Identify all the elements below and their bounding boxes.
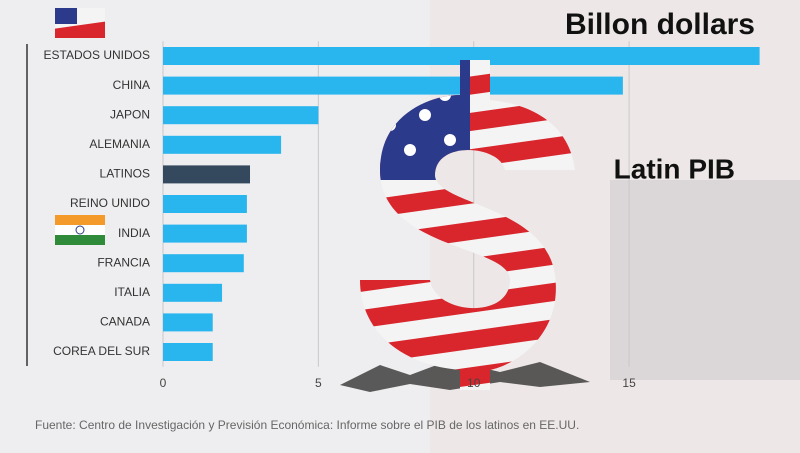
bar [163, 224, 247, 243]
source-note: Fuente: Centro de Investigación y Previs… [35, 418, 579, 432]
bar [163, 343, 213, 361]
bar [163, 283, 223, 302]
bar [163, 47, 760, 65]
y-tick-label: COREA DEL SUR [53, 344, 150, 358]
photo-figure [610, 180, 800, 380]
x-tick-label: 5 [315, 376, 322, 390]
bar [163, 106, 319, 125]
india-flag [55, 215, 105, 245]
chart-title: Billon dollars [565, 8, 755, 41]
x-tick-label: 15 [622, 376, 636, 390]
bar [163, 254, 244, 273]
bars [163, 47, 760, 361]
tick-labels: 0 5 10 15 ESTADOS UNIDOS CHINA JAPON ALEMANIA LA… [44, 48, 637, 390]
bar [163, 313, 213, 332]
y-tick-label: INDIA [118, 226, 150, 240]
us-flag [55, 8, 105, 38]
chart-subtitle: Latin PIB [614, 153, 735, 184]
bar [163, 76, 623, 95]
bar [163, 165, 251, 184]
y-tick-label: CHINA [113, 78, 150, 92]
y-tick-label: LATINOS [100, 167, 150, 181]
y-tick-label: CANADA [100, 315, 150, 329]
bar [163, 135, 282, 154]
y-tick-label: JAPON [110, 107, 150, 121]
bar [163, 195, 247, 213]
y-tick-label: FRANCIA [97, 255, 150, 269]
y-tick-label: ITALIA [114, 285, 150, 299]
y-tick-label: ALEMANIA [89, 137, 150, 151]
y-tick-label: REINO UNIDO [70, 196, 150, 210]
x-tick-label: 10 [467, 376, 481, 390]
x-tick-label: 0 [160, 376, 167, 390]
y-tick-label: ESTADOS UNIDOS [44, 48, 150, 62]
